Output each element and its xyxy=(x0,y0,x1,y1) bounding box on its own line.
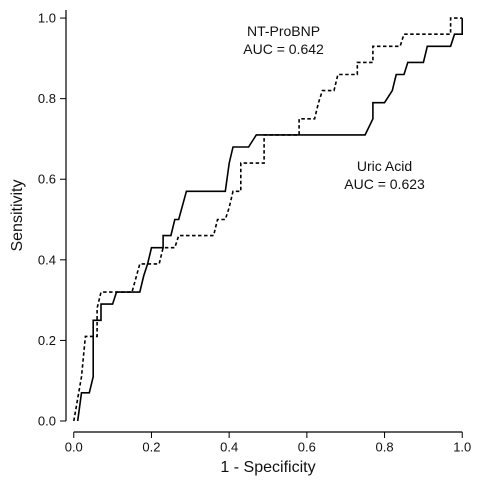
x-tick-label: 1.0 xyxy=(453,440,471,455)
y-axis: 0.0 0.2 0.4 0.6 0.8 1.0 xyxy=(38,10,67,429)
annotation-layer: NT-ProBNP AUC = 0.642 Uric Acid AUC = 0.623 xyxy=(243,23,425,192)
annotation-series-name: NT-ProBNP xyxy=(247,23,320,39)
y-axis-label: Sensitivity xyxy=(9,179,26,251)
y-tick-label: 0.2 xyxy=(38,333,56,348)
annotation-auc: AUC = 0.623 xyxy=(344,176,425,192)
y-tick-label: 0.0 xyxy=(38,414,56,429)
x-tick-label: 0.6 xyxy=(298,440,316,455)
annotation-auc: AUC = 0.642 xyxy=(243,41,324,57)
series-line-uric-acid xyxy=(76,18,463,422)
x-tick-label: 0.2 xyxy=(142,440,160,455)
series-layer xyxy=(73,17,463,422)
x-tick-label: 0.4 xyxy=(220,440,238,455)
x-tick-label: 0.8 xyxy=(375,440,393,455)
series-line-nt-probnp xyxy=(73,17,463,422)
y-tick-label: 1.0 xyxy=(38,11,56,26)
x-tick-label: 0.0 xyxy=(65,440,83,455)
y-tick-label: 0.6 xyxy=(38,172,56,187)
x-axis: 0.0 0.2 0.4 0.6 0.8 1.0 xyxy=(65,431,471,455)
annotation-series-name: Uric Acid xyxy=(357,158,412,174)
x-axis-label: 1 - Specificity xyxy=(220,459,315,476)
y-tick-label: 0.8 xyxy=(38,91,56,106)
y-tick-label: 0.4 xyxy=(38,252,56,267)
